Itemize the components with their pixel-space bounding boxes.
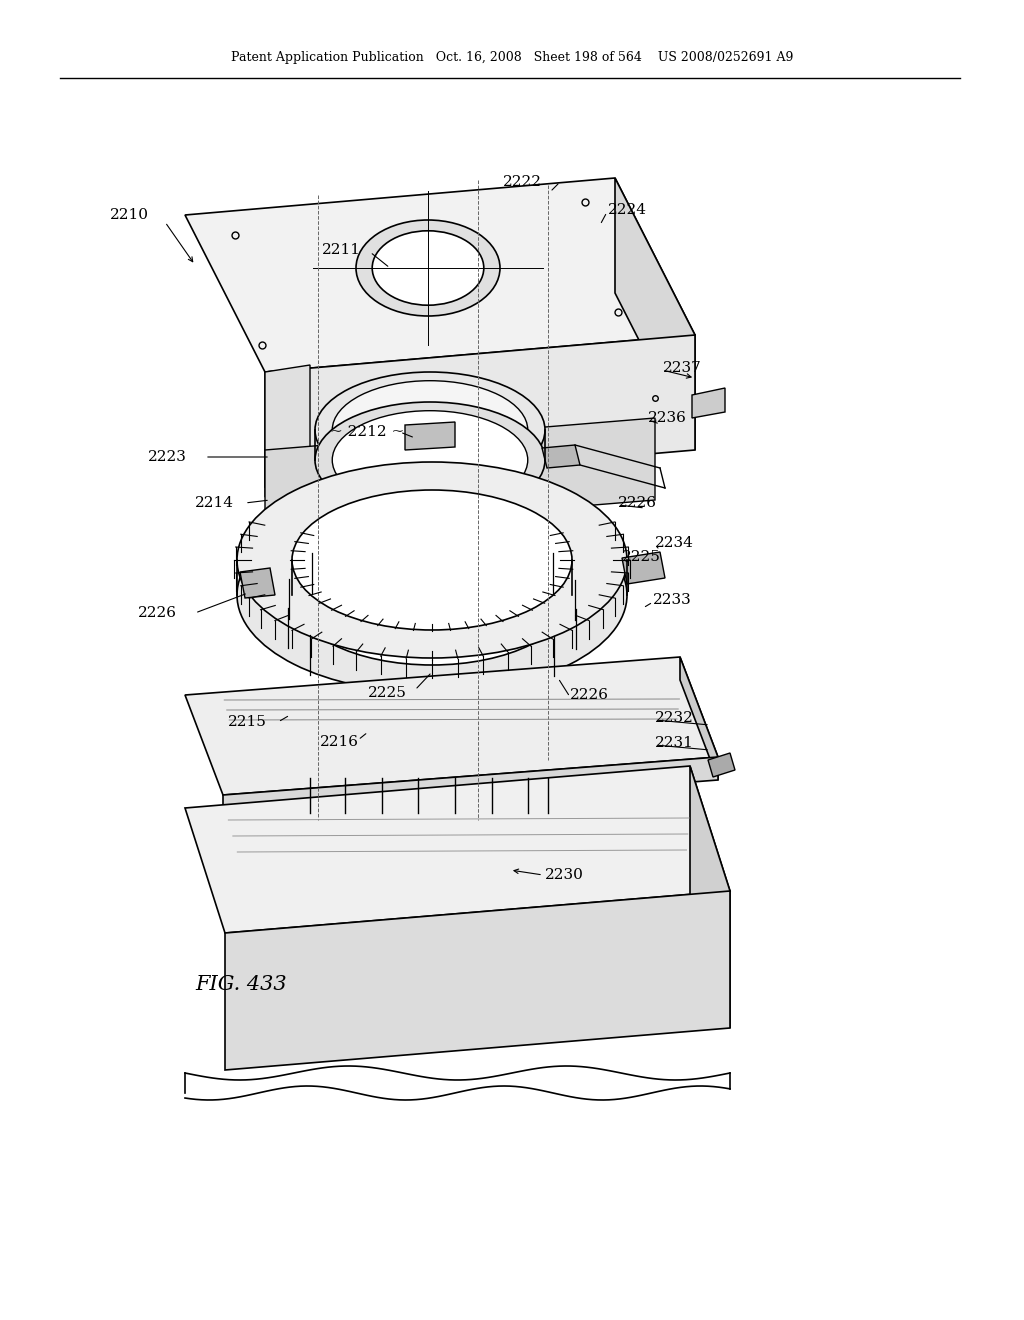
Text: 2225: 2225 [368,686,407,700]
Polygon shape [225,891,730,1071]
Text: ~ 2212 ~: ~ 2212 ~ [330,425,404,440]
Polygon shape [265,366,310,498]
Polygon shape [265,335,695,487]
Text: 2216: 2216 [319,735,359,748]
Polygon shape [185,657,718,795]
Ellipse shape [292,490,572,630]
Ellipse shape [315,403,545,517]
Text: 2234: 2234 [655,536,694,550]
Polygon shape [692,388,725,418]
Text: 2231: 2231 [655,737,694,750]
Text: 2236: 2236 [648,411,687,425]
Text: 2232: 2232 [655,711,694,725]
Text: 2230: 2230 [545,869,584,882]
Polygon shape [690,766,730,1028]
Text: 2214: 2214 [195,496,234,510]
Ellipse shape [315,372,545,488]
Text: Patent Application Publication   Oct. 16, 2008   Sheet 198 of 564    US 2008/025: Patent Application Publication Oct. 16, … [230,51,794,65]
Text: 2215: 2215 [228,715,267,729]
Text: 2223: 2223 [148,450,186,465]
Text: 2225: 2225 [622,550,660,564]
Text: 2222: 2222 [503,176,542,189]
Ellipse shape [292,525,572,665]
Polygon shape [223,756,718,818]
Ellipse shape [237,498,627,693]
Polygon shape [615,178,695,450]
Text: 2237: 2237 [663,360,701,375]
Ellipse shape [356,220,500,315]
Text: 2226: 2226 [570,688,609,702]
Polygon shape [185,178,695,372]
Ellipse shape [237,462,627,657]
Text: 2233: 2233 [653,593,692,607]
Polygon shape [265,418,655,532]
Polygon shape [542,445,580,469]
Polygon shape [622,552,665,583]
Text: 2226: 2226 [618,496,657,510]
Text: 2210: 2210 [110,209,150,222]
Polygon shape [185,766,730,933]
Polygon shape [406,422,455,450]
Text: 2226: 2226 [138,606,177,620]
Text: FIG. 433: FIG. 433 [195,975,287,994]
Polygon shape [708,752,735,777]
Polygon shape [240,568,275,598]
Ellipse shape [372,231,483,305]
Ellipse shape [332,380,527,479]
Text: 2211: 2211 [322,243,361,257]
Polygon shape [680,657,718,780]
Text: 2224: 2224 [608,203,647,216]
Ellipse shape [332,411,527,510]
